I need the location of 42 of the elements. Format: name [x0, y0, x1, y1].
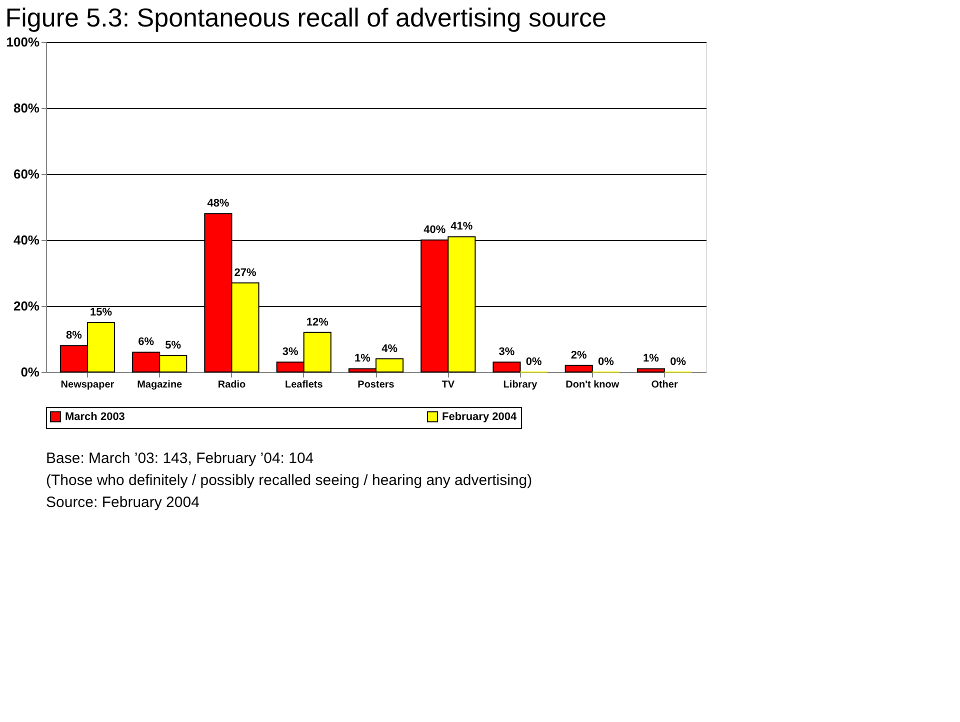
chart-title: Figure 5.3: Spontaneous recall of advertising source — [5, 2, 606, 32]
data-label: 27% — [234, 266, 256, 279]
data-label: 15% — [90, 306, 112, 318]
x-tick-label: Leaflets — [284, 380, 324, 390]
data-label: 40% — [424, 224, 446, 236]
y-tick-label: 20% — [13, 298, 40, 314]
data-label: 48% — [207, 198, 230, 210]
x-tick-label: Other — [651, 380, 678, 390]
data-label: 5% — [165, 340, 182, 352]
y-tick-label: 0% — [20, 364, 40, 380]
data-label: 6% — [138, 336, 154, 348]
data-label: 2% — [570, 349, 588, 362]
legend-label: March 2003 — [65, 410, 125, 423]
data-label: 1% — [643, 352, 660, 365]
data-label: 0% — [526, 356, 542, 368]
data-label: 1% — [354, 352, 371, 365]
x-tick-label: TV — [442, 380, 455, 390]
legend-label: February 2004 — [442, 410, 518, 423]
x-tick-label: Magazine — [137, 380, 183, 390]
y-tick-label: 80% — [13, 100, 40, 116]
bar — [564, 364, 593, 372]
data-label: 0% — [670, 356, 686, 368]
y-tick-label: 60% — [13, 166, 40, 182]
text: (Those who definitely / possibly recalled seeing / hearing any advertising) — [46, 472, 532, 489]
source-note: Source: February 2004 — [46, 494, 200, 511]
x-tick-label: Don't know — [566, 380, 620, 390]
data-label: 41% — [450, 220, 473, 233]
data-label: 4% — [382, 342, 398, 355]
data-label: 12% — [306, 316, 329, 328]
y-tick-label: 100% — [6, 34, 40, 50]
x-tick-label: Newspaper — [60, 380, 114, 390]
data-label: 0% — [598, 356, 614, 368]
x-tick-label: Radio — [218, 380, 246, 390]
y-tick-label: 40% — [13, 232, 40, 248]
data-label: 3% — [498, 346, 515, 358]
bar — [636, 368, 666, 372]
data-label: 8% — [66, 330, 82, 342]
data-label: 3% — [282, 346, 299, 358]
x-tick-label: Posters — [358, 380, 395, 390]
bar — [492, 362, 521, 372]
text: Base: March ’03: 143, February ’04: 104 — [46, 450, 314, 467]
x-tick-label: Library — [503, 380, 538, 390]
